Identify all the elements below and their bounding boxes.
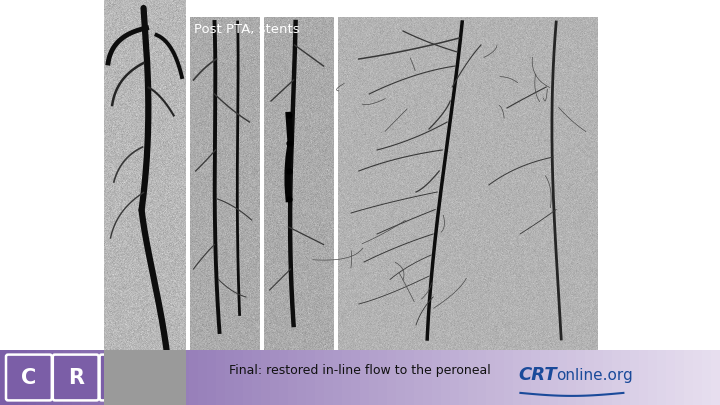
Bar <box>598 0 720 350</box>
Bar <box>0 0 720 350</box>
Bar <box>387 350 397 405</box>
Bar <box>414 350 423 405</box>
Bar <box>198 350 207 405</box>
Bar <box>468 350 477 405</box>
Bar <box>90 350 99 405</box>
Bar <box>126 350 135 405</box>
Bar <box>171 350 181 405</box>
Bar <box>675 350 685 405</box>
Bar <box>180 350 189 405</box>
Bar <box>261 350 271 405</box>
Bar <box>369 350 379 405</box>
Text: R: R <box>68 367 84 388</box>
Bar <box>270 350 279 405</box>
Bar <box>81 350 91 405</box>
Text: C: C <box>22 367 37 388</box>
Bar <box>315 350 325 405</box>
Text: Final: restored in-line flow to the peroneal: Final: restored in-line flow to the pero… <box>229 364 491 377</box>
Bar <box>351 350 361 405</box>
Bar <box>333 350 343 405</box>
Bar <box>162 350 171 405</box>
Bar <box>9 350 19 405</box>
Bar <box>432 350 441 405</box>
FancyBboxPatch shape <box>6 355 52 401</box>
Bar <box>104 350 186 405</box>
Bar <box>360 350 369 405</box>
Bar <box>540 350 549 405</box>
Bar <box>0 350 9 405</box>
FancyBboxPatch shape <box>53 355 99 401</box>
Bar <box>585 350 595 405</box>
Bar <box>72 350 81 405</box>
Bar <box>207 350 217 405</box>
Bar <box>190 0 720 17</box>
Bar <box>612 350 621 405</box>
Bar <box>108 350 117 405</box>
Bar <box>225 350 235 405</box>
Bar <box>693 350 703 405</box>
Bar <box>522 350 531 405</box>
Bar <box>279 350 289 405</box>
Bar <box>324 350 333 405</box>
Bar <box>459 350 469 405</box>
Bar <box>18 350 27 405</box>
Bar <box>513 350 523 405</box>
Bar <box>684 350 693 405</box>
Bar <box>594 350 603 405</box>
Text: CRT: CRT <box>518 367 557 384</box>
Bar <box>405 350 415 405</box>
Bar <box>657 350 667 405</box>
Bar <box>234 350 243 405</box>
Bar <box>576 350 585 405</box>
Bar <box>549 350 559 405</box>
Bar <box>54 350 63 405</box>
Bar <box>702 350 711 405</box>
Bar <box>630 350 639 405</box>
Bar <box>306 350 315 405</box>
Text: online.org: online.org <box>557 368 633 383</box>
Bar <box>486 350 495 405</box>
Bar <box>216 350 225 405</box>
Bar <box>531 350 541 405</box>
Bar <box>334 0 338 350</box>
Bar <box>45 350 55 405</box>
Bar <box>558 350 567 405</box>
Bar <box>153 350 163 405</box>
FancyBboxPatch shape <box>99 355 145 401</box>
Bar <box>648 350 657 405</box>
Bar <box>189 350 199 405</box>
Bar <box>423 350 433 405</box>
Bar <box>495 350 505 405</box>
Bar <box>36 350 45 405</box>
Bar <box>567 350 577 405</box>
Bar <box>297 350 307 405</box>
Bar <box>603 350 613 405</box>
Bar <box>504 350 513 405</box>
Bar <box>711 350 720 405</box>
Bar <box>621 350 631 405</box>
Bar <box>252 350 261 405</box>
Bar <box>441 350 451 405</box>
Bar <box>450 350 459 405</box>
Bar <box>27 350 37 405</box>
Bar <box>99 350 109 405</box>
Bar <box>117 350 127 405</box>
Bar <box>63 350 73 405</box>
Bar <box>342 350 351 405</box>
Text: Post PTA, stents: Post PTA, stents <box>194 23 300 36</box>
Bar <box>135 350 145 405</box>
Bar <box>396 350 405 405</box>
Bar <box>288 350 297 405</box>
Bar <box>144 350 153 405</box>
Bar <box>477 350 487 405</box>
Bar <box>243 350 253 405</box>
Bar <box>0 0 104 350</box>
Bar <box>186 0 190 350</box>
Bar <box>666 350 675 405</box>
Bar <box>260 0 264 350</box>
Text: 9: 9 <box>115 367 130 388</box>
Bar <box>639 350 649 405</box>
Bar <box>378 350 387 405</box>
